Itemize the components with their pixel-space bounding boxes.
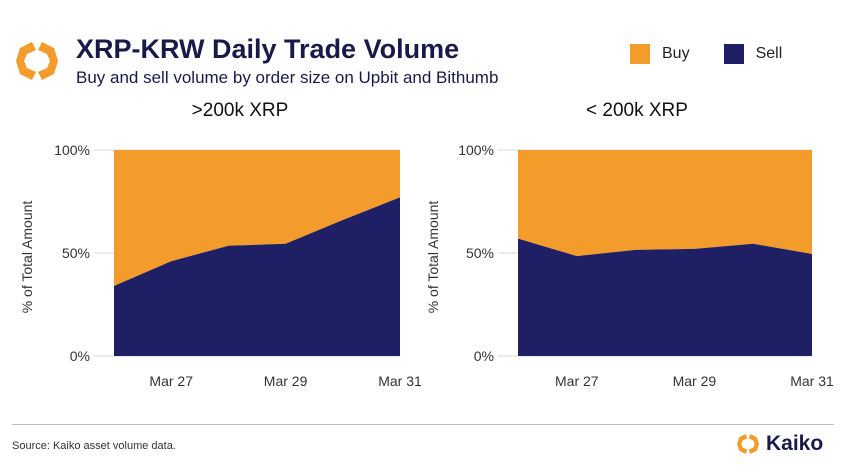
kaiko-brand-icon	[737, 434, 759, 454]
chart1-title: >200k XRP	[192, 100, 289, 121]
chart2-y-tick-label: 50%	[466, 245, 494, 261]
charts-canvas: >200k XRP 100% 50% 0% % of Total Amount Mar 2…	[19, 100, 834, 389]
footer-divider	[12, 424, 834, 425]
chart2-y-tick-label: 0%	[474, 348, 494, 364]
chart-legend: Buy Sell	[630, 44, 816, 64]
chart2-y-tick-label: 100%	[458, 142, 494, 158]
kaiko-logo-icon	[16, 42, 58, 80]
source-note: Source: Kaiko asset volume data.	[12, 440, 176, 452]
chart2-sell-area	[518, 238, 812, 356]
brand-name: Kaiko	[766, 432, 824, 455]
chart1-x-tick-label: Mar 27	[149, 373, 193, 389]
chart2-buy-area	[518, 150, 812, 257]
legend-item-sell: Sell	[723, 44, 783, 64]
legend-label-buy: Buy	[662, 45, 690, 62]
chart1-x-tick-label: Mar 29	[264, 373, 308, 389]
logo-right-bracket	[38, 42, 58, 80]
chart2-x-tick-label: Mar 27	[555, 373, 599, 389]
chart1-x-tick-label: Mar 31	[378, 373, 422, 389]
chart2-title: < 200k XRP	[586, 100, 688, 121]
legend-swatch-sell	[723, 44, 744, 64]
chart1-y-tick-label: 0%	[70, 348, 90, 364]
page-title: XRP-KRW Daily Trade Volume	[76, 34, 460, 64]
chart1-buy-area	[114, 150, 400, 286]
legend-swatch-buy	[630, 44, 650, 64]
chart2-x-tick-label: Mar 31	[790, 373, 834, 389]
legend-label-sell: Sell	[755, 45, 783, 62]
footer-brand: Kaiko	[736, 432, 823, 456]
legend-item-buy: Buy	[630, 44, 690, 64]
chart2-y-axis-label: % of Total Amount	[425, 201, 441, 314]
chart2-x-tick-label: Mar 29	[673, 373, 717, 389]
chart1-y-tick-label: 50%	[62, 245, 90, 261]
chart1-y-axis-label: % of Total Amount	[19, 201, 35, 314]
chart1-y-tick-label: 100%	[54, 142, 90, 158]
chart1-sell-area	[114, 197, 400, 356]
page-subtitle: Buy and sell volume by order size on Upb…	[76, 68, 499, 87]
logo-left-bracket	[16, 42, 36, 80]
